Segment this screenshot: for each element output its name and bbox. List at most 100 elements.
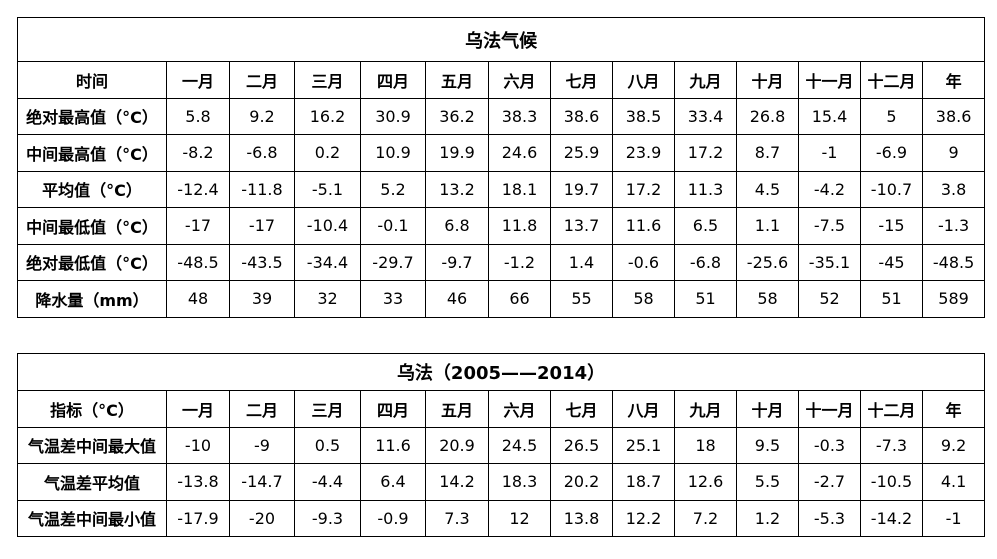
value-cell: 9.2 [921,426,986,464]
value-cell: 14.2 [425,463,489,501]
value-cell: 17.2 [612,170,675,208]
header-month-cell: 一月 [166,390,230,428]
header-month-cell: 九月 [674,61,737,99]
value-cell: -17 [166,207,230,245]
value-cell: 33.4 [674,97,737,135]
value-cell: 10.9 [360,134,426,172]
header-month-cell: 二月 [229,61,295,99]
value-cell: 12.6 [674,463,737,501]
value-cell: -0.1 [360,207,426,245]
header-month-cell: 一月 [166,61,230,99]
value-cell: -4.4 [294,463,361,501]
value-cell: -43.5 [229,243,295,281]
value-cell: -10.7 [860,170,923,208]
value-cell: 1.2 [736,499,799,537]
value-cell: -1 [921,499,986,537]
value-cell: -7.5 [798,207,861,245]
table-row: 气温差中间最大值 -10 -9 0.5 11.6 20.9 24.5 26.5 25.1 18 9.… [17,426,986,464]
value-cell: 8.7 [736,134,799,172]
value-cell: -17.9 [166,499,230,537]
value-cell: 38.3 [488,97,551,135]
table-row: 降水量（mm） 48 39 32 33 46 66 55 58 51 58 52 51 589 [17,280,986,318]
value-cell: 11.6 [360,426,426,464]
value-cell: 12.2 [612,499,675,537]
value-cell: 18 [674,426,737,464]
temperature-diff-table: 乌法（2005——2014） 指标（°C） 一月 二月 三月 四月 五月 六月 七月 八月 九月 十月… [16,353,986,537]
header-month-cell: 八月 [612,390,675,428]
value-cell: -35.1 [798,243,861,281]
table-row: 绝对最高值（°C） 5.8 9.2 16.2 30.9 36.2 38.3 38.6 38.5 3… [17,97,986,135]
value-cell: 12 [488,499,551,537]
value-cell: -12.4 [166,170,230,208]
value-cell: 3.8 [921,170,986,208]
table-title: 乌法气候 [16,17,986,62]
value-cell: 20.2 [550,463,613,501]
row-label: 气温差中间最大值 [17,426,167,464]
value-cell: 18.3 [488,463,551,501]
header-month-cell: 十一月 [798,390,861,428]
row-label: 平均值（°C） [17,170,167,208]
value-cell: -10.5 [860,463,923,501]
value-cell: -0.9 [360,499,426,537]
value-cell: -0.6 [612,243,675,281]
table-title: 乌法（2005——2014） [16,353,986,391]
value-cell: 32 [294,280,361,318]
value-cell: 7.2 [674,499,737,537]
value-cell: 48 [166,280,230,318]
value-cell: -6.9 [860,134,923,172]
value-cell: 11.3 [674,170,737,208]
header-month-cell: 十月 [736,390,799,428]
value-cell: 36.2 [425,97,489,135]
value-cell: 52 [798,280,861,318]
value-cell: 51 [674,280,737,318]
value-cell: -9.3 [294,499,361,537]
header-month-cell: 七月 [550,61,613,99]
value-cell: 58 [612,280,675,318]
value-cell: 33 [360,280,426,318]
header-month-cell: 年 [921,390,986,428]
value-cell: 5.2 [360,170,426,208]
value-cell: 18.7 [612,463,675,501]
value-cell: 6.5 [674,207,737,245]
value-cell: -14.2 [860,499,923,537]
header-month-cell: 六月 [488,390,551,428]
value-cell: 58 [736,280,799,318]
value-cell: 55 [550,280,613,318]
value-cell: 11.6 [612,207,675,245]
row-label: 绝对最高值（°C） [17,97,167,135]
value-cell: 26.5 [550,426,613,464]
value-cell: 38.6 [921,97,986,135]
value-cell: -6.8 [674,243,737,281]
value-cell: -17 [229,207,295,245]
value-cell: 5 [860,97,923,135]
value-cell: 1.1 [736,207,799,245]
value-cell: 6.4 [360,463,426,501]
header-month-cell: 六月 [488,61,551,99]
value-cell: -9.7 [425,243,489,281]
header-month-cell: 三月 [294,390,361,428]
header-month-cell: 五月 [425,390,489,428]
value-cell: 66 [488,280,551,318]
value-cell: -14.7 [229,463,295,501]
table-title-row: 乌法（2005——2014） [16,353,986,391]
header-month-cell: 三月 [294,61,361,99]
table-row: 平均值（°C） -12.4 -11.8 -5.1 5.2 13.2 18.1 19.7 17.2… [17,170,986,208]
value-cell: 24.5 [488,426,551,464]
value-cell: 30.9 [360,97,426,135]
value-cell: 17.2 [674,134,737,172]
row-label: 中间最高值（°C） [17,134,167,172]
value-cell: -1.2 [488,243,551,281]
table-row: 气温差平均值 -13.8 -14.7 -4.4 6.4 14.2 18.3 20.2 18.7 1… [17,463,986,501]
header-month-cell: 十二月 [860,390,923,428]
header-month-cell: 九月 [674,390,737,428]
value-cell: 25.1 [612,426,675,464]
value-cell: 39 [229,280,295,318]
table-row: 中间最低值（°C） -17 -17 -10.4 -0.1 6.8 11.8 13.7 11.6 6… [17,207,986,245]
value-cell: -5.3 [798,499,861,537]
value-cell: -13.8 [166,463,230,501]
value-cell: -6.8 [229,134,295,172]
header-month-cell: 年 [921,61,986,99]
value-cell: 0.2 [294,134,361,172]
row-label: 绝对最低值（°C） [17,243,167,281]
header-month-cell: 七月 [550,390,613,428]
